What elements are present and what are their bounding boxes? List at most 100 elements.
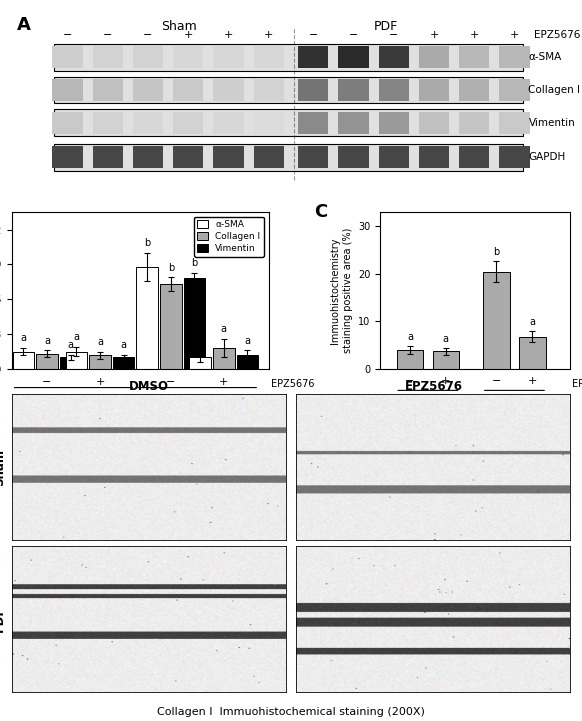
Text: b: b — [494, 247, 499, 257]
Title: DMSO: DMSO — [129, 380, 169, 393]
Text: Sham: Sham — [161, 19, 197, 32]
Bar — [213, 348, 235, 369]
FancyBboxPatch shape — [173, 146, 203, 169]
FancyBboxPatch shape — [499, 46, 530, 68]
Text: −: − — [166, 376, 176, 386]
FancyBboxPatch shape — [499, 112, 530, 134]
Text: a: a — [20, 333, 26, 343]
FancyBboxPatch shape — [459, 112, 489, 134]
Text: +: + — [264, 30, 274, 40]
Text: a: a — [407, 332, 413, 342]
Bar — [136, 267, 158, 369]
Text: +: + — [223, 30, 233, 40]
Bar — [397, 350, 423, 369]
Text: +: + — [430, 30, 439, 40]
Text: −: − — [308, 30, 318, 40]
FancyBboxPatch shape — [379, 79, 409, 101]
FancyBboxPatch shape — [214, 46, 243, 68]
Bar — [432, 351, 459, 369]
Text: PDF: PDF — [505, 397, 524, 407]
Text: b: b — [168, 262, 174, 273]
Text: −: − — [143, 30, 152, 40]
FancyBboxPatch shape — [379, 146, 409, 169]
Text: a: a — [197, 338, 203, 348]
Y-axis label: Immuohistochemistry
staining positive area (%): Immuohistochemistry staining positive ar… — [331, 228, 353, 353]
Text: a: a — [221, 324, 227, 334]
FancyBboxPatch shape — [339, 79, 368, 101]
FancyBboxPatch shape — [298, 112, 328, 134]
Text: EPZ5676: EPZ5676 — [271, 379, 314, 389]
FancyBboxPatch shape — [459, 79, 489, 101]
Text: a: a — [530, 317, 535, 327]
FancyBboxPatch shape — [173, 112, 203, 134]
Bar — [519, 337, 546, 369]
FancyBboxPatch shape — [339, 46, 368, 68]
FancyBboxPatch shape — [54, 44, 523, 71]
FancyBboxPatch shape — [54, 144, 523, 171]
Bar — [483, 272, 510, 369]
Text: a: a — [73, 332, 80, 342]
Text: a: a — [120, 340, 127, 350]
FancyBboxPatch shape — [298, 46, 328, 68]
Text: Sham: Sham — [59, 394, 88, 404]
Text: α-SMA: α-SMA — [528, 52, 562, 62]
FancyBboxPatch shape — [499, 79, 530, 101]
FancyBboxPatch shape — [54, 76, 523, 103]
FancyBboxPatch shape — [254, 146, 284, 169]
Text: EPZ5676: EPZ5676 — [573, 379, 582, 389]
FancyBboxPatch shape — [379, 112, 409, 134]
Text: Sham: Sham — [413, 397, 443, 407]
Text: −: − — [349, 30, 359, 40]
Bar — [13, 352, 34, 369]
Text: +: + — [183, 30, 193, 40]
Bar — [237, 355, 258, 369]
Text: a: a — [68, 340, 73, 350]
FancyBboxPatch shape — [133, 79, 163, 101]
Text: b: b — [144, 238, 150, 248]
Text: PDF: PDF — [187, 394, 207, 404]
Text: Collagen I: Collagen I — [528, 85, 580, 95]
FancyBboxPatch shape — [52, 112, 83, 134]
FancyBboxPatch shape — [254, 46, 284, 68]
FancyBboxPatch shape — [173, 79, 203, 101]
FancyBboxPatch shape — [93, 46, 123, 68]
FancyBboxPatch shape — [214, 112, 243, 134]
FancyBboxPatch shape — [173, 46, 203, 68]
Text: +: + — [510, 30, 519, 40]
Bar — [60, 358, 81, 369]
FancyBboxPatch shape — [419, 46, 449, 68]
Text: −: − — [103, 30, 112, 40]
FancyBboxPatch shape — [52, 146, 83, 169]
Text: PDF: PDF — [374, 19, 398, 32]
Text: C: C — [314, 203, 327, 221]
FancyBboxPatch shape — [419, 112, 449, 134]
Text: +: + — [470, 30, 479, 40]
Text: Collagen I  Immuohistochemical staining (200X): Collagen I Immuohistochemical staining (… — [157, 707, 425, 717]
Y-axis label: PDF: PDF — [0, 606, 6, 632]
FancyBboxPatch shape — [254, 79, 284, 101]
Text: −: − — [42, 376, 52, 386]
FancyBboxPatch shape — [133, 112, 163, 134]
FancyBboxPatch shape — [214, 146, 243, 169]
Text: A: A — [17, 16, 31, 34]
Title: EPZ5676: EPZ5676 — [404, 380, 463, 393]
Bar — [36, 354, 58, 369]
Text: +: + — [528, 376, 537, 386]
FancyBboxPatch shape — [52, 79, 83, 101]
Text: −: − — [389, 30, 399, 40]
FancyBboxPatch shape — [254, 112, 284, 134]
Text: a: a — [244, 336, 250, 346]
FancyBboxPatch shape — [379, 46, 409, 68]
Text: a: a — [97, 337, 103, 347]
Bar — [113, 358, 134, 369]
Bar — [160, 284, 182, 369]
FancyBboxPatch shape — [54, 110, 523, 136]
FancyBboxPatch shape — [93, 79, 123, 101]
Text: GAPDH: GAPDH — [528, 152, 566, 162]
FancyBboxPatch shape — [459, 46, 489, 68]
Bar — [183, 278, 205, 369]
Bar — [189, 358, 211, 369]
Text: −: − — [405, 376, 414, 386]
FancyBboxPatch shape — [459, 146, 489, 169]
FancyBboxPatch shape — [339, 112, 368, 134]
